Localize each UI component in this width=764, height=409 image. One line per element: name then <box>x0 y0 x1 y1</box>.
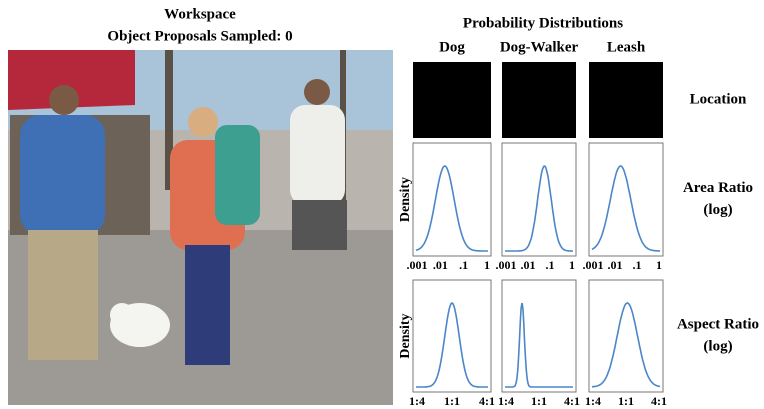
distributions-title: Probability Distributions <box>463 15 623 31</box>
column-header: Dog <box>439 39 465 55</box>
row-label: (log) <box>703 202 732 218</box>
row-label: (log) <box>703 338 732 354</box>
density-curve <box>591 165 661 252</box>
plot-frame <box>588 279 664 393</box>
tick-label: .01 <box>521 258 536 272</box>
workspace-title: Workspace <box>164 6 236 22</box>
tick-label: .01 <box>608 258 623 272</box>
tick-label: .001 <box>407 258 428 272</box>
row-label: Location <box>690 91 747 107</box>
density-curve <box>416 301 488 388</box>
photo <box>8 50 393 405</box>
tick-label: 1:4 <box>498 394 514 408</box>
tick-label: 1:1 <box>618 394 634 408</box>
tick-label: 4:1 <box>479 394 495 408</box>
density-curve <box>415 165 488 252</box>
location-map <box>502 62 576 138</box>
location-map <box>589 62 663 138</box>
tick-label: .001 <box>583 258 604 272</box>
row-label: Aspect Ratio <box>677 316 759 332</box>
tick-label: .1 <box>459 258 468 272</box>
density-label: Density <box>398 177 413 222</box>
tick-label: 1 <box>569 258 575 272</box>
tick-label: 1:4 <box>585 394 601 408</box>
row-label: Area Ratio <box>683 180 753 196</box>
tick-label: 1:4 <box>409 394 425 408</box>
tick-label: .1 <box>546 258 555 272</box>
plot-frame <box>501 279 577 393</box>
tick-label: .1 <box>633 258 642 272</box>
plot-frame <box>412 279 492 393</box>
workspace-subtitle: Object Proposals Sampled: 0 <box>107 28 292 44</box>
plot-frame <box>412 142 492 257</box>
tick-label: 1 <box>656 258 662 272</box>
density-curve <box>505 165 573 252</box>
location-map <box>413 62 491 138</box>
density-curve <box>591 302 661 388</box>
tick-label: 4:1 <box>564 394 580 408</box>
tick-label: .01 <box>433 258 448 272</box>
column-header: Dog-Walker <box>500 39 579 55</box>
tick-label: 4:1 <box>651 394 667 408</box>
tick-label: 1:1 <box>444 394 460 408</box>
tick-label: .001 <box>496 258 517 272</box>
tick-label: 1 <box>484 258 490 272</box>
tick-label: 1:1 <box>531 394 547 408</box>
plot-frame <box>501 142 577 257</box>
density-label: Density <box>398 313 413 358</box>
density-curve <box>505 302 573 388</box>
column-header: Leash <box>607 39 646 55</box>
